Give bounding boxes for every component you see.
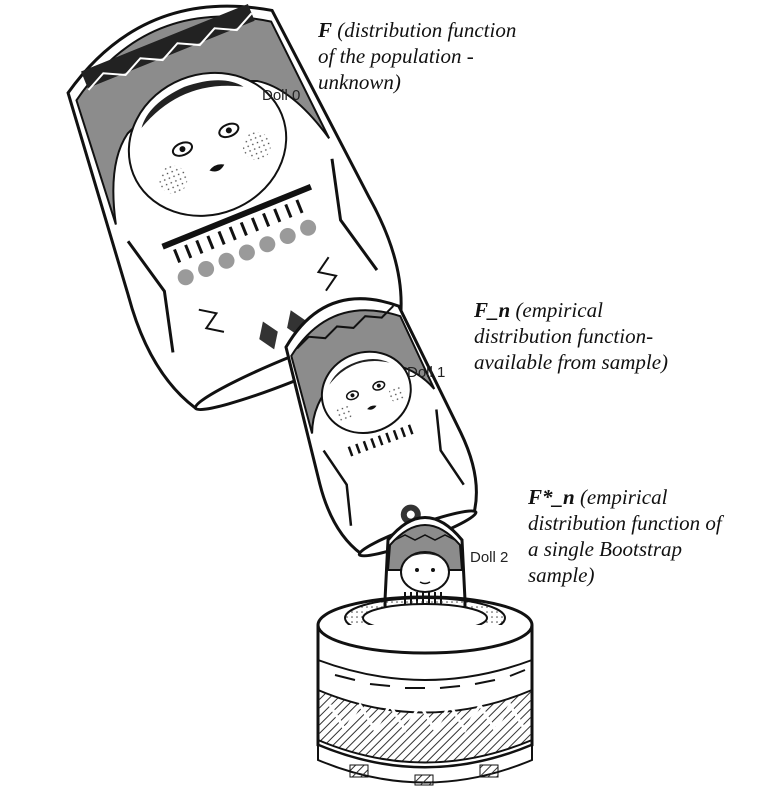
doll-0 [66,4,403,412]
empirical-symbol: F_n [474,298,511,322]
annotation-bootstrap: F*_n (empirical distribution function of… [528,484,722,588]
population-line-3: unknown) [318,70,401,94]
doll-1-label: Doll 1 [407,364,446,381]
population-symbol: F [318,18,333,42]
empirical-line-1: (empirical [515,298,603,322]
bootstrap-symbol: F*_n [528,485,575,509]
empirical-line-2: distribution function- [474,324,654,348]
bootstrap-line-2: distribution function of [528,511,722,535]
population-line-1: (distribution function [337,18,517,42]
doll-0-collar [161,183,317,286]
annotation-empirical: F_n (empirical distribution function- av… [474,297,668,375]
doll-base [316,595,534,786]
bootstrap-line-3: a single Bootstrap [528,537,683,561]
bootstrap-line-4: sample) [528,563,595,587]
population-line-2: of the population - [318,44,474,68]
doll-1 [284,297,478,558]
doll-0-headscarf [75,15,331,225]
doll-2-label: Doll 2 [470,549,509,566]
bootstrap-line-1: (empirical [579,485,668,509]
doll-0-label: Doll 0 [262,87,301,104]
annotation-population: F (distribution function of the populati… [318,17,516,95]
doll-2-face [400,551,450,593]
empirical-line-3: available from sample) [474,350,669,374]
